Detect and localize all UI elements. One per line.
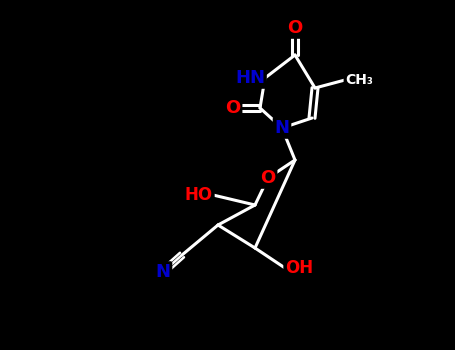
- Text: O: O: [288, 19, 303, 37]
- Text: N: N: [274, 119, 289, 137]
- Text: OH: OH: [285, 259, 313, 277]
- Text: N: N: [156, 263, 171, 281]
- Text: O: O: [225, 99, 241, 117]
- Text: O: O: [260, 169, 276, 187]
- Text: HN: HN: [235, 69, 265, 87]
- Text: HO: HO: [185, 186, 213, 204]
- Text: CH₃: CH₃: [345, 73, 373, 87]
